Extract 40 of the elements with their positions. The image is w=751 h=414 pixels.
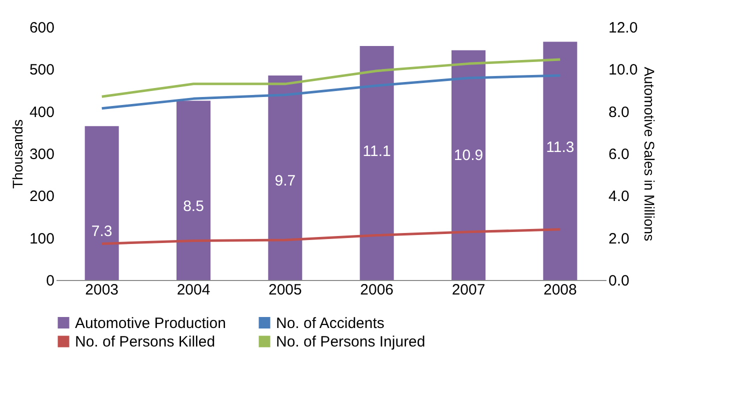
bar bbox=[360, 46, 394, 280]
y2-tick-label: 0.0 bbox=[608, 272, 630, 290]
y2-tick-label: 8.0 bbox=[608, 104, 630, 121]
y2-tick-label: 2.0 bbox=[608, 230, 630, 248]
legend-label: No. of Persons Injured bbox=[276, 334, 426, 350]
x-tick-label: 2005 bbox=[268, 282, 302, 298]
y2-tick-label: 10.0 bbox=[608, 62, 638, 79]
y-tick-label: 600 bbox=[29, 20, 54, 36]
bar bbox=[543, 42, 578, 280]
data-label: 11.1 bbox=[362, 142, 391, 160]
y-tick-label: 0 bbox=[46, 272, 54, 290]
x-tick-label: 2007 bbox=[452, 282, 486, 298]
data-label: 8.5 bbox=[183, 198, 204, 215]
y-tick-label: 500 bbox=[29, 62, 54, 79]
y-tick-label: 300 bbox=[29, 146, 54, 163]
y2-tick-label: 6.0 bbox=[608, 146, 630, 163]
y-axis-title: Thousands bbox=[9, 119, 26, 189]
line-series bbox=[100, 74, 562, 110]
legend-label: Automotive Production bbox=[75, 314, 226, 332]
y-tick-label: 200 bbox=[29, 188, 54, 206]
bar bbox=[268, 75, 302, 280]
x-tick-label: 2004 bbox=[176, 282, 210, 298]
x-tick-label: 2006 bbox=[360, 282, 394, 298]
line-series bbox=[100, 58, 562, 98]
bar bbox=[84, 126, 119, 280]
legend-label: No. of Persons Killed bbox=[75, 334, 216, 350]
y-tick-label: 100 bbox=[29, 230, 54, 248]
data-label: 7.3 bbox=[91, 223, 112, 240]
legend-label: No. of Accidents bbox=[276, 314, 384, 332]
bar bbox=[452, 50, 486, 280]
bar bbox=[176, 100, 210, 280]
data-label: 10.9 bbox=[454, 147, 484, 164]
x-tick-label: 2008 bbox=[543, 282, 577, 298]
y2-tick-label: 4.0 bbox=[608, 188, 630, 206]
data-label: 11.3 bbox=[546, 138, 574, 156]
data-label: 9.7 bbox=[274, 172, 296, 190]
y-tick-label: 400 bbox=[29, 104, 54, 121]
y2-tick-label: 12.0 bbox=[608, 20, 638, 36]
y2-axis-title: Automotive Sales in Millions bbox=[642, 66, 658, 242]
x-tick-label: 2003 bbox=[85, 282, 119, 298]
